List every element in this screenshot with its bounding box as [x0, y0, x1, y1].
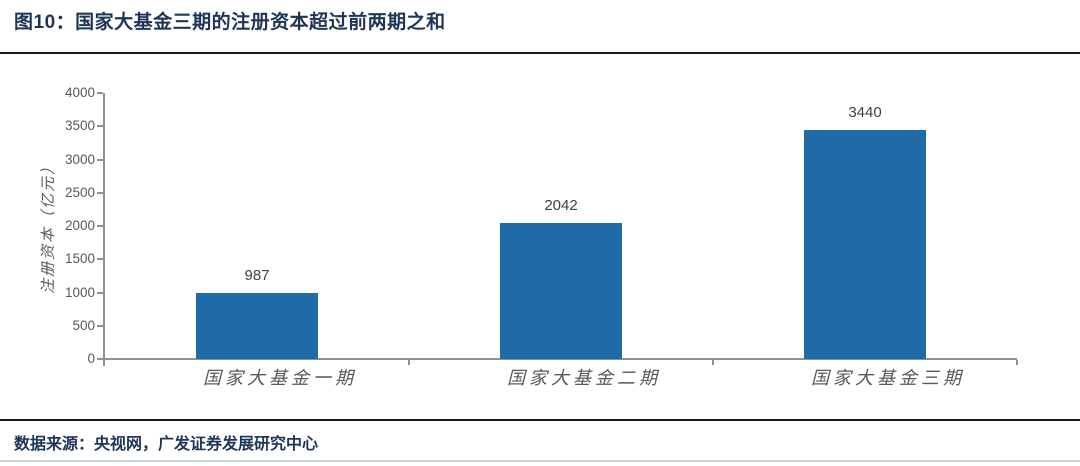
x-axis-tick	[408, 360, 410, 365]
y-axis-tick	[97, 258, 103, 261]
x-axis-category-label: 国家大基金一期	[203, 368, 357, 389]
footer-divider	[0, 460, 1080, 462]
x-axis-line	[103, 358, 1017, 360]
x-axis-category-label: 国家大基金二期	[507, 368, 661, 389]
y-axis-tick-label: 2000	[64, 218, 95, 233]
bar-value-label: 987	[244, 267, 270, 284]
bar-国家大基金三期	[804, 130, 926, 359]
y-axis-line	[103, 93, 105, 366]
y-axis-tick	[97, 158, 103, 161]
x-axis-tick	[712, 360, 714, 365]
bar-国家大基金一期	[196, 293, 318, 359]
figure-title: 图10：国家大基金三期的注册资本超过前两期之和	[14, 12, 446, 33]
x-axis-tick	[1016, 360, 1018, 365]
y-axis-tick-label: 500	[72, 317, 95, 333]
y-axis-tick	[97, 291, 103, 294]
y-axis-tick-label: 2500	[64, 184, 95, 200]
bar-value-label: 3440	[848, 104, 882, 121]
y-axis-tick	[97, 324, 103, 327]
bar-value-label: 2042	[544, 197, 578, 214]
y-axis-tick-label: 1500	[64, 251, 95, 267]
bar-国家大基金二期	[500, 223, 622, 359]
y-axis-tick	[97, 125, 103, 128]
y-axis-tick-label: 3500	[64, 118, 95, 134]
y-axis-tick	[97, 92, 103, 94]
source-note: 数据来源：央视网，广发证券发展研究中心	[14, 436, 319, 453]
title-divider	[0, 52, 1080, 54]
y-axis-tick	[97, 225, 103, 227]
y-axis-tick-label: 0	[87, 351, 95, 366]
y-axis-tick	[97, 191, 103, 194]
source-divider	[0, 419, 1080, 421]
y-axis-tick	[97, 358, 103, 360]
y-axis-tick-label: 4000	[64, 85, 95, 100]
y-axis-tick-label: 1000	[64, 284, 95, 300]
x-axis-category-label: 国家大基金三期	[811, 368, 965, 389]
y-axis-tick-label: 3000	[64, 151, 95, 167]
